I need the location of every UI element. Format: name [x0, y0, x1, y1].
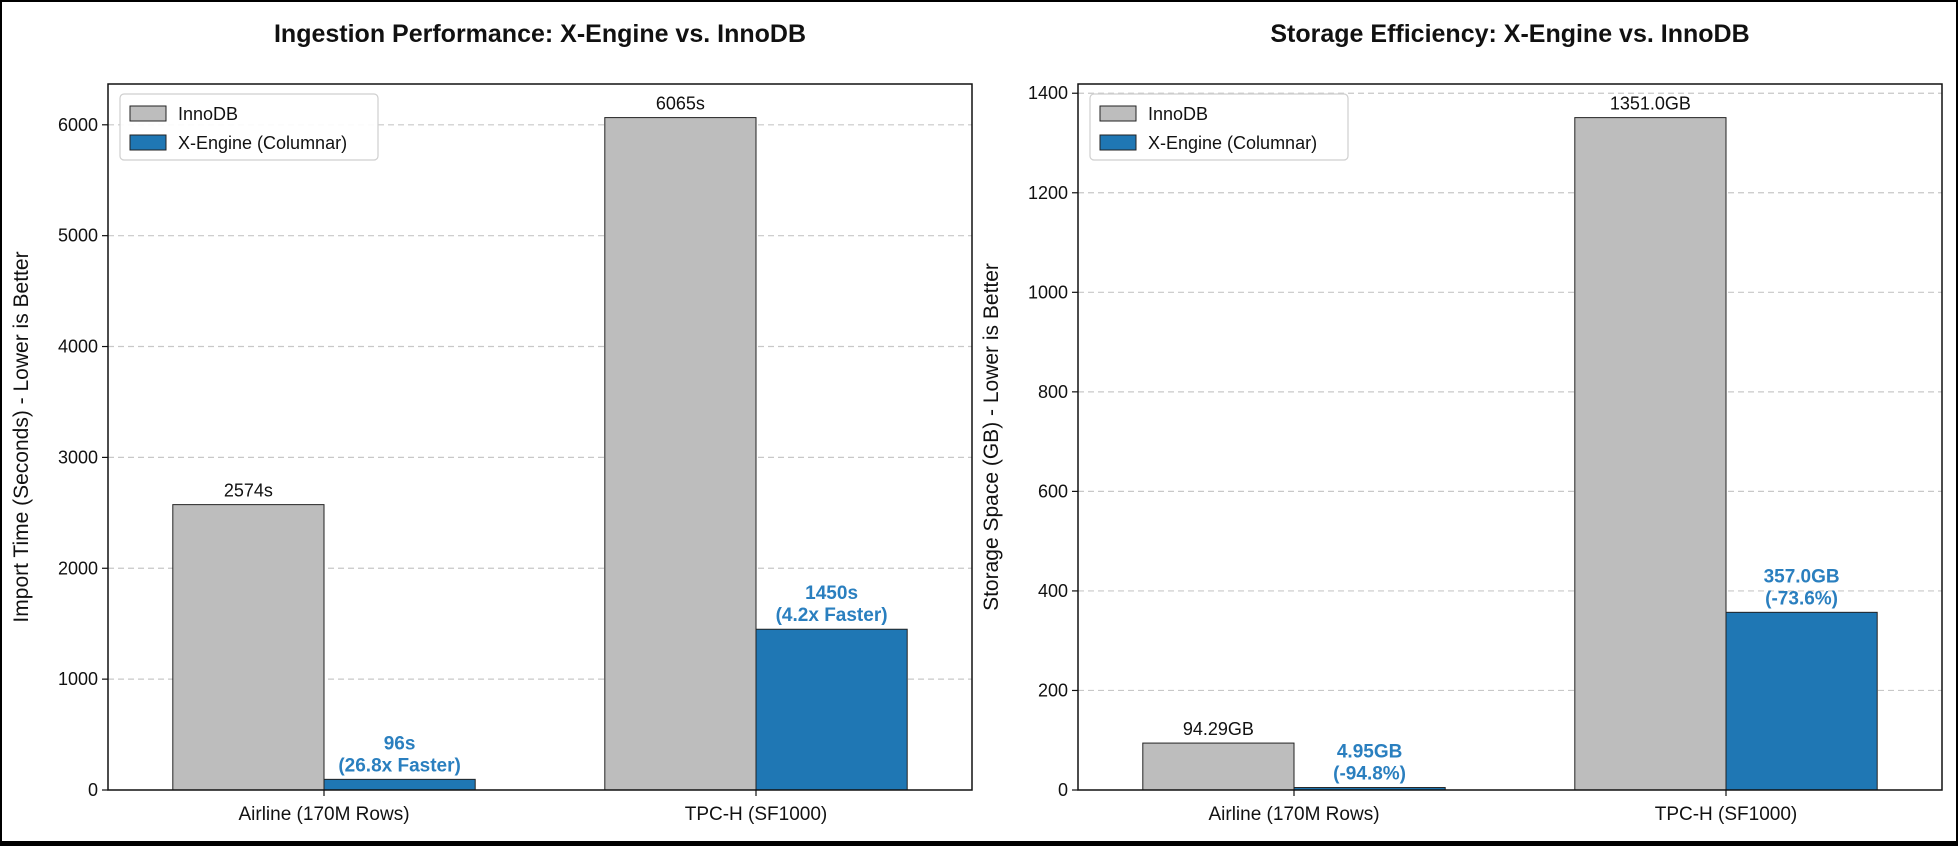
- chart1-title: Ingestion Performance: X-Engine vs. Inno…: [274, 20, 806, 48]
- chart1-legend-swatch: [129, 105, 167, 122]
- chart2-data-label: 357.0GB: [1764, 566, 1840, 587]
- chart2-title: Storage Efficiency: X-Engine vs. InnoDB: [1270, 20, 1749, 48]
- chart2-legend: [1089, 93, 1349, 161]
- chart1-legend-label: InnoDB: [178, 104, 238, 124]
- chart1-bar-innodb: [172, 504, 325, 791]
- chart1-data-label: 1450s: [805, 583, 858, 604]
- chart1-data-label: (26.8x Faster): [338, 755, 461, 776]
- chart1-bar-innodb: [604, 117, 757, 791]
- chart2-x-tick-label: Airline (170M Rows): [1208, 804, 1379, 825]
- chart2-x-tick-label: TPC-H (SF1000): [1655, 804, 1798, 825]
- chart1-y-tick-label: 1000: [58, 669, 98, 689]
- chart1-legend: [119, 93, 379, 161]
- chart2-legend-swatch: [1099, 105, 1137, 122]
- chart2-y-tick-label: 600: [1038, 481, 1068, 501]
- chart1-y-tick-label: 5000: [58, 226, 98, 246]
- chart2-legend-label: X-Engine (Columnar): [1148, 133, 1317, 153]
- chart2-data-label: 4.95GB: [1337, 742, 1402, 763]
- chart2-y-tick-label: 800: [1038, 382, 1068, 402]
- chart1-bar-xengine: [755, 628, 908, 791]
- chart2-y-axis-label: Storage Space (GB) - Lower is Better: [980, 263, 1003, 611]
- chart2-bar-innodb: [1142, 742, 1295, 791]
- chart1-data-label: 6065s: [656, 94, 705, 114]
- chart2-data-label: 94.29GB: [1183, 719, 1254, 739]
- chart2-y-tick-label: 1400: [1028, 83, 1068, 103]
- chart2-data-label: 1351.0GB: [1610, 94, 1691, 114]
- chart1-y-tick-label: 0: [88, 780, 98, 800]
- chart1-legend-swatch: [129, 134, 167, 151]
- chart1-x-tick-label: TPC-H (SF1000): [685, 804, 828, 825]
- chart2-plot-frame: [1077, 83, 1943, 791]
- chart1-y-tick-label: 2000: [58, 558, 98, 578]
- chart2-bar-innodb: [1574, 117, 1727, 791]
- chart1-y-axis-label: Import Time (Seconds) - Lower is Better: [10, 251, 33, 622]
- chart1-data-label: 96s: [384, 733, 416, 754]
- chart2-bar-xengine: [1725, 611, 1878, 791]
- chart1-y-tick-label: 6000: [58, 115, 98, 135]
- chart1-bar-xengine: [323, 778, 476, 791]
- chart2-legend-label: InnoDB: [1148, 104, 1208, 124]
- chart2-data-label: (-94.8%): [1333, 764, 1406, 785]
- chart1-x-tick-label: Airline (170M Rows): [238, 804, 409, 825]
- chart2-legend-swatch: [1099, 134, 1137, 151]
- chart1-plot-frame: [107, 83, 973, 791]
- chart1-y-tick-label: 4000: [58, 337, 98, 357]
- chart2-y-tick-label: 1200: [1028, 183, 1068, 203]
- chart2-y-tick-label: 1000: [1028, 282, 1068, 302]
- chart1-data-label: (4.2x Faster): [776, 605, 888, 626]
- chart2-data-label: (-73.6%): [1765, 588, 1838, 609]
- chart2-y-tick-label: 400: [1038, 581, 1068, 601]
- chart2-y-tick-label: 200: [1038, 680, 1068, 700]
- chart1-data-label: 2574s: [224, 481, 273, 501]
- chart1-legend-label: X-Engine (Columnar): [178, 133, 347, 153]
- chart1-y-tick-label: 3000: [58, 447, 98, 467]
- chart2-y-tick-label: 0: [1058, 780, 1068, 800]
